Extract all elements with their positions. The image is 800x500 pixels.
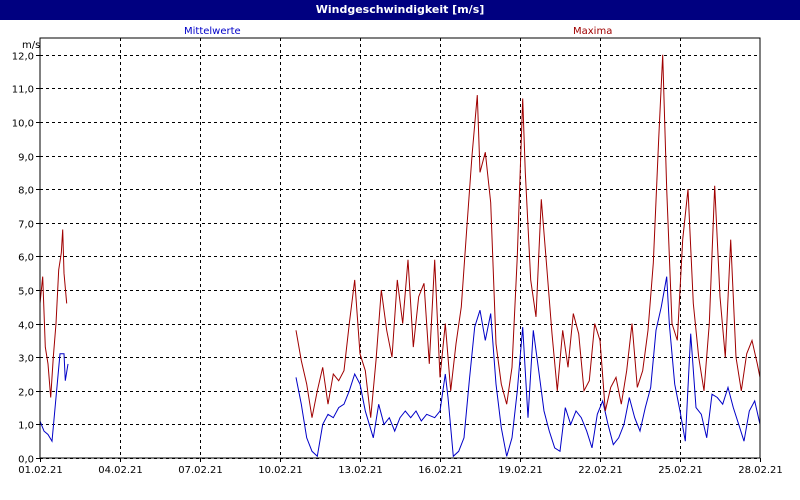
y-tick-label: 8,0 xyxy=(18,186,34,197)
x-tick-label: 13.02.21 xyxy=(338,465,383,476)
series-line-mittelwerte xyxy=(295,276,761,458)
x-tick-label: 10.02.21 xyxy=(258,465,303,476)
x-tick-label: 04.02.21 xyxy=(98,465,143,476)
axis-layer: 0,0 1,0 2,0 3,0 4,0 5,0 6,0 7,0 8,0 9,0 10,0 11,0 12… xyxy=(12,37,783,476)
y-tick-label: 2,0 xyxy=(18,388,34,399)
legend-item-mittelwerte: Mittelwerte xyxy=(184,26,241,37)
x-tick-label: 16.02.21 xyxy=(418,465,463,476)
y-tick-label: 6,0 xyxy=(18,253,34,264)
x-tick-label: 28.02.21 xyxy=(738,465,783,476)
y-tick-label: 11,0 xyxy=(12,85,34,96)
series-layer xyxy=(39,54,761,458)
y-tick-label: 12,0 xyxy=(12,52,34,63)
y-tick-label: 1,0 xyxy=(18,421,34,432)
y-tick-label: 9,0 xyxy=(18,153,34,164)
series-line-maxima xyxy=(295,54,761,418)
legend-label-mittelwerte: Mittelwerte xyxy=(184,26,241,37)
plot-frame xyxy=(39,37,761,459)
chart-title: Windgeschwindigkeit [m/s] xyxy=(315,3,485,16)
legend-item-maxima: Maxima xyxy=(573,26,612,37)
x-tick-label: 22.02.21 xyxy=(578,465,623,476)
legend-label-maxima: Maxima xyxy=(573,26,613,37)
grid-layer xyxy=(40,38,760,459)
x-tick-label: 01.02.21 xyxy=(18,465,63,476)
y-tick-label: 3,0 xyxy=(18,354,34,365)
chart-title-bar: Windgeschwindigkeit [m/s] xyxy=(0,0,800,20)
y-tick-label: 4,0 xyxy=(18,321,34,332)
x-tick-label: 07.02.21 xyxy=(178,465,223,476)
y-tick-label: 0,0 xyxy=(18,455,34,466)
x-tick-label: 25.02.21 xyxy=(658,465,703,476)
y-tick-label: 5,0 xyxy=(18,287,34,298)
series-line-maxima xyxy=(39,229,68,398)
y-tick-label: 7,0 xyxy=(18,220,34,231)
series-line-mittelwerte xyxy=(39,353,69,443)
x-tick-label: 19.02.21 xyxy=(498,465,543,476)
y-tick-label: 10,0 xyxy=(12,119,34,130)
y-axis-label: m/s xyxy=(22,40,40,51)
